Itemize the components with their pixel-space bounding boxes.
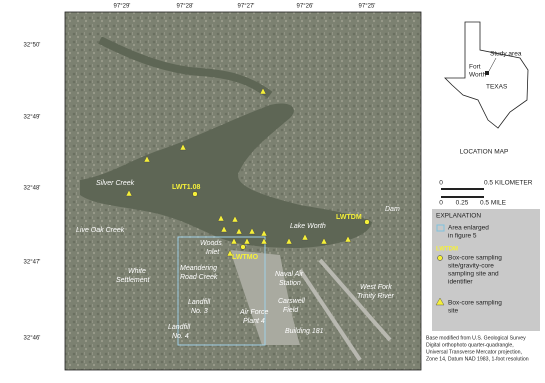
place-label: Building 181 (285, 328, 324, 335)
place-label: Carswell (278, 298, 305, 305)
place-label: Landfill (168, 324, 191, 331)
location-label: Fort (469, 64, 481, 71)
longitude-label: 97°27' (238, 4, 255, 10)
longitude-labels: 97°29' 97°28' 97°27' 97°26' 97°25' (114, 4, 376, 10)
legend-swatch (436, 224, 445, 232)
location-label: Study area (490, 51, 522, 58)
note-line: Universal Transverse Mercator projection… (426, 349, 522, 355)
latitude-labels: 32°50' 32°49' 32°48' 32°47' 32°46' (24, 43, 41, 342)
place-label: Station (279, 280, 301, 287)
enlarged-area (177, 236, 266, 346)
latitude-label: 32°48' (24, 186, 41, 192)
latitude-label: 32°47' (24, 260, 41, 266)
place-label: Inlet (206, 249, 220, 256)
place-label: Trinity River (357, 293, 394, 300)
place-label: West Fork (360, 284, 392, 291)
aerial-map (65, 12, 421, 370)
study-area-marker (485, 71, 489, 75)
site-labels: LWT1.08 LWTDM LWTMO (172, 184, 362, 261)
place-label: Woods (200, 240, 222, 247)
place-label: Silver Creek (96, 180, 135, 187)
longitude-label: 97°29' (114, 4, 131, 10)
scale-label: 0 (439, 200, 443, 207)
place-label: White (128, 268, 146, 275)
legend-label: site/gravity-core (448, 263, 494, 270)
explanation-title: EXPLANATION (436, 213, 481, 220)
location-label: Worth (469, 72, 487, 79)
note-line: Zone 14, Datum NAD 1983, 1-foot resoluti… (426, 356, 529, 362)
site-label: LWT1.08 (172, 184, 201, 191)
core-site-markers (192, 191, 370, 250)
place-label: Landfill (188, 299, 211, 306)
legend-label: sampling site and (448, 271, 499, 278)
place-label: Plant 4 (243, 318, 265, 325)
place-label: Settlement (116, 277, 151, 284)
legend-identifier: LWTDM (436, 247, 458, 253)
legend-label: Box-core sampling (448, 300, 502, 307)
scale-label: 0 (439, 180, 443, 187)
legend-label: identifier (448, 279, 473, 286)
legend-symbol (437, 255, 443, 261)
place-label: No. 4 (172, 333, 189, 340)
site-markers (125, 87, 352, 257)
place-label: Lake Worth (290, 223, 326, 230)
note-line: Digital orthophoto quarter-quadrangle, (426, 342, 514, 348)
explanation: EXPLANATION Area enlarged in figure 5 LW… (432, 209, 540, 331)
place-label: Air Force (239, 309, 269, 316)
scale-label: 0.5 KILOMETER (484, 180, 533, 187)
explanation-box (432, 209, 540, 331)
note-line: Base modified from U.S. Geological Surve… (426, 335, 526, 341)
legend-label: site (448, 308, 459, 315)
source-note: Base modified from U.S. Geological Surve… (426, 335, 529, 362)
latitude-label: 32°49' (24, 115, 41, 121)
site-label: LWTDM (336, 214, 362, 221)
leader-line (488, 57, 497, 72)
legend-label: Area enlarged (448, 225, 489, 232)
location-label: TEXAS (486, 84, 508, 91)
place-labels: Silver Creek Live Oak Creek Lake Worth D… (76, 180, 400, 340)
lake (80, 103, 372, 248)
legend-symbol (435, 297, 445, 306)
place-label: Dam (385, 206, 400, 213)
longitude-label: 97°25' (359, 4, 376, 10)
site-label: LWTMO (232, 254, 259, 261)
place-label: Live Oak Creek (76, 227, 125, 234)
place-label: No. 3 (191, 308, 208, 315)
place-label: Naval Air (275, 271, 304, 278)
scale-bar: 0 0.5 KILOMETER 0 0.25 0.5 MILE (439, 180, 533, 207)
location-title: LOCATION MAP (460, 149, 509, 156)
latitude-label: 32°46' (24, 336, 41, 342)
location-map: Study area Fort Worth TEXAS LOCATION MAP (444, 21, 529, 156)
scale-label: 0.25 (456, 200, 469, 207)
map-frame (64, 11, 422, 371)
longitude-label: 97°26' (297, 4, 314, 10)
place-label: Meandering (180, 265, 217, 272)
legend-label: in figure 5 (448, 233, 477, 240)
runway (298, 258, 392, 362)
latitude-label: 32°50' (24, 43, 41, 49)
scale-label: 0.5 MILE (480, 200, 507, 207)
river (98, 36, 273, 99)
longitude-label: 97°28' (177, 4, 194, 10)
place-label: Road Creek (180, 274, 218, 281)
legend-label: Box-core sampling (448, 255, 502, 262)
place-label: Field (283, 307, 299, 314)
